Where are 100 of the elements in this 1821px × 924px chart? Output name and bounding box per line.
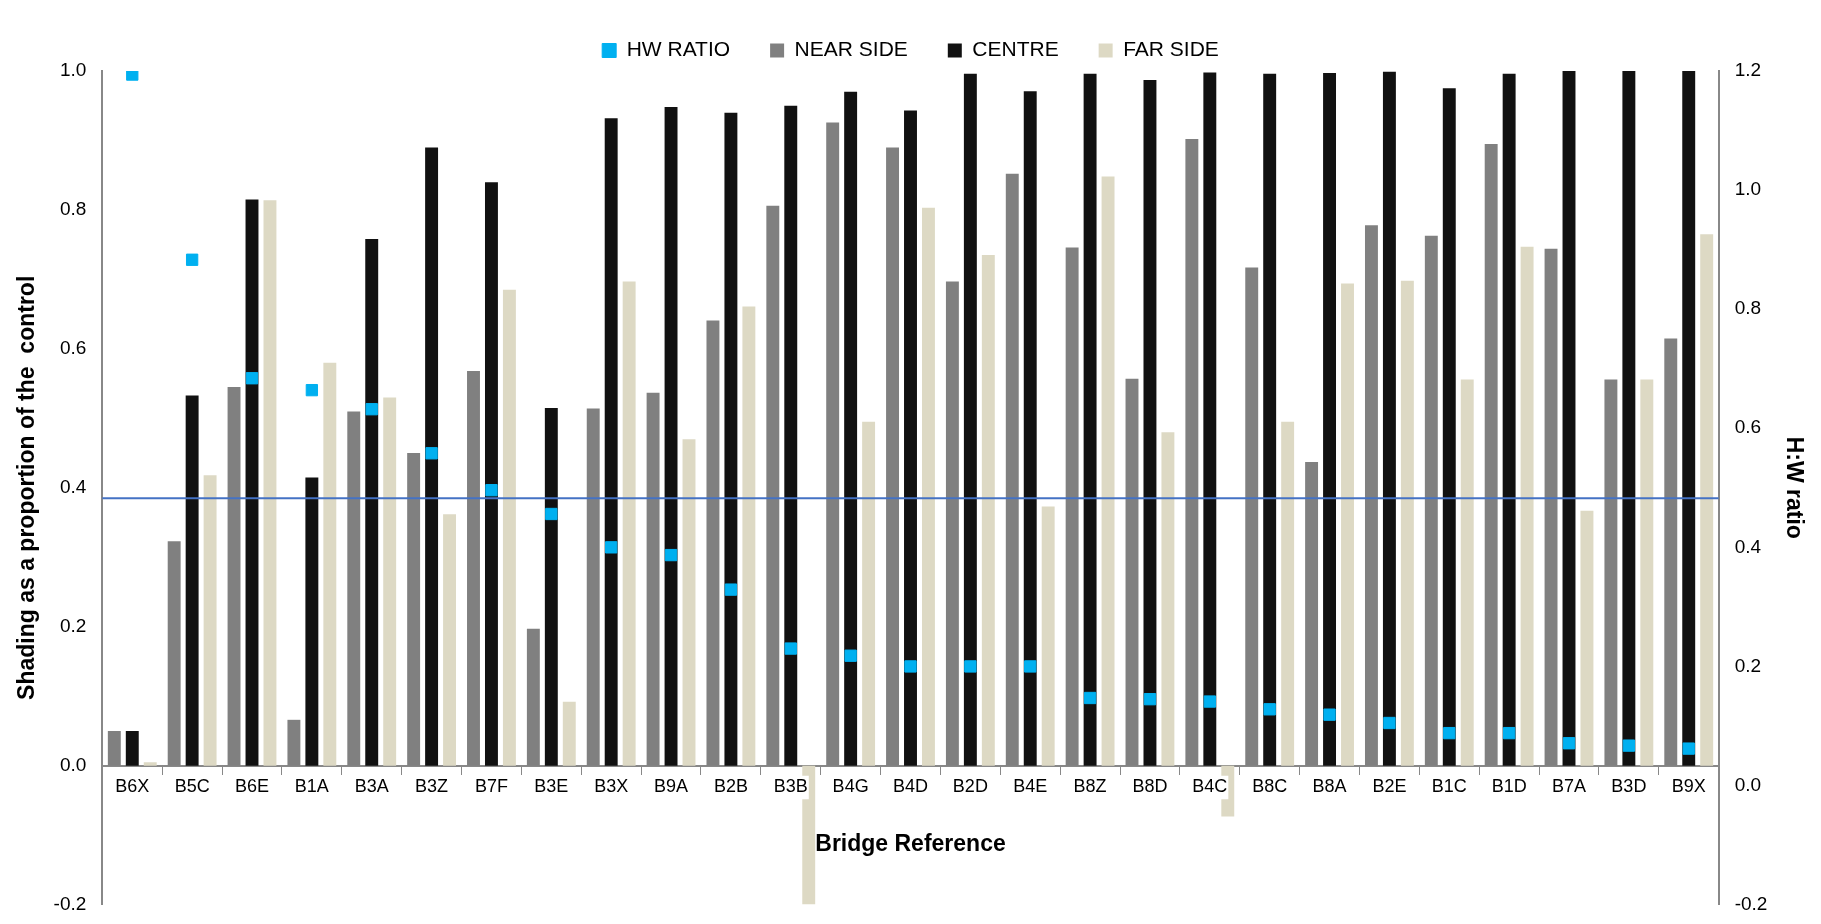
y-tick-label: 0.4 — [59, 476, 87, 498]
point — [1083, 691, 1097, 705]
x-tick-label: B9X — [1671, 776, 1706, 797]
bar — [185, 395, 199, 766]
point — [245, 372, 259, 385]
point — [1203, 695, 1216, 708]
y2-tick-label: 0.6 — [1734, 416, 1762, 438]
bar — [143, 762, 157, 766]
point — [485, 484, 498, 497]
y-tick-label: 0.8 — [59, 198, 87, 220]
x-tick-label: B4C — [1192, 776, 1228, 797]
point — [784, 642, 797, 655]
bar — [1161, 432, 1175, 766]
point — [664, 548, 678, 562]
bar — [682, 439, 696, 766]
x-tick-label: B3A — [354, 776, 389, 797]
y2-tick-label: 0.4 — [1734, 535, 1762, 557]
bar — [365, 239, 379, 766]
x-tick-label: B2B — [713, 776, 748, 797]
y2-tick-label: -0.2 — [1734, 892, 1768, 914]
point — [605, 541, 618, 554]
bar — [323, 362, 337, 766]
x-tick-label: B4G — [832, 776, 869, 797]
bar — [203, 475, 217, 766]
bar — [425, 147, 439, 766]
y-tick-label: 1.0 — [59, 59, 87, 81]
bar — [383, 397, 397, 766]
bar — [544, 407, 558, 766]
bar — [1622, 71, 1636, 766]
x-tick-label: B6X — [115, 776, 150, 797]
bar — [622, 281, 636, 766]
x-tick-label: B8D — [1132, 776, 1168, 797]
x-axis-title: Bridge Reference — [815, 830, 1006, 857]
point — [964, 660, 977, 673]
bar — [1640, 379, 1654, 766]
y-tick-label: 0.2 — [59, 614, 87, 636]
x-tick-label: B4D — [892, 776, 929, 797]
bar — [263, 200, 277, 766]
x-tick-label: B1D — [1491, 776, 1527, 797]
x-tick-label: B8Z — [1073, 776, 1107, 797]
bar — [724, 112, 738, 766]
x-tick-label: B2D — [952, 776, 988, 797]
y2-tick-label: 0.2 — [1734, 654, 1762, 676]
bar — [1442, 88, 1456, 766]
y-axis-title: Shading as a proportion of the control — [13, 275, 40, 700]
bar — [862, 421, 876, 766]
bar — [1083, 73, 1097, 766]
y2-tick-label: 0.0 — [1734, 773, 1762, 795]
x-tick-label: B3D — [1611, 776, 1647, 797]
bar — [245, 199, 259, 766]
bar — [1520, 246, 1534, 766]
bar — [1341, 283, 1354, 766]
point — [185, 253, 199, 266]
bar — [502, 289, 516, 766]
bar — [1023, 91, 1037, 766]
x-tick-label: B9A — [654, 776, 689, 797]
point — [425, 447, 438, 460]
x-tick-label: B7A — [1551, 776, 1587, 797]
y-tick-label: -0.2 — [53, 892, 87, 914]
point — [724, 583, 738, 596]
bar — [1562, 71, 1576, 766]
bar — [844, 91, 858, 766]
y2-tick-label: 0.8 — [1734, 297, 1762, 319]
x-tick-label: B6E — [234, 776, 270, 797]
x-tick-label: B3X — [594, 776, 629, 797]
bar — [1041, 506, 1055, 766]
point — [1323, 708, 1336, 721]
y2-axis-title: H:W ratio — [1781, 436, 1808, 539]
y2-tick-label: 1.2 — [1734, 59, 1762, 81]
bar — [1323, 73, 1337, 766]
x-tick-label: B3Z — [415, 776, 449, 797]
bar — [1580, 510, 1594, 766]
bar — [664, 107, 678, 766]
bar — [1682, 71, 1696, 766]
x-tick-label: B8C — [1252, 776, 1288, 797]
point — [1024, 660, 1037, 673]
point — [1263, 703, 1276, 716]
bar — [904, 110, 917, 766]
bar — [1143, 80, 1157, 766]
point — [1682, 742, 1695, 755]
bar — [1101, 176, 1115, 766]
bar — [1382, 71, 1396, 766]
point — [1502, 726, 1516, 740]
x-tick-label: B1A — [294, 776, 329, 797]
bar — [981, 255, 995, 766]
x-tick-label: B7F — [474, 776, 508, 797]
x-tick-label: B2E — [1372, 776, 1407, 797]
bar — [125, 730, 139, 766]
point — [1443, 726, 1456, 740]
bar — [921, 207, 935, 766]
point — [305, 383, 319, 397]
x-tick-label: B1C — [1431, 776, 1467, 797]
legend-label: NEAR SIDE — [794, 37, 908, 61]
point — [1143, 693, 1157, 706]
point — [1383, 716, 1396, 730]
bar — [963, 73, 977, 766]
point — [1562, 737, 1576, 750]
bar — [1203, 72, 1217, 766]
point — [1622, 739, 1636, 752]
bar — [1460, 379, 1474, 766]
